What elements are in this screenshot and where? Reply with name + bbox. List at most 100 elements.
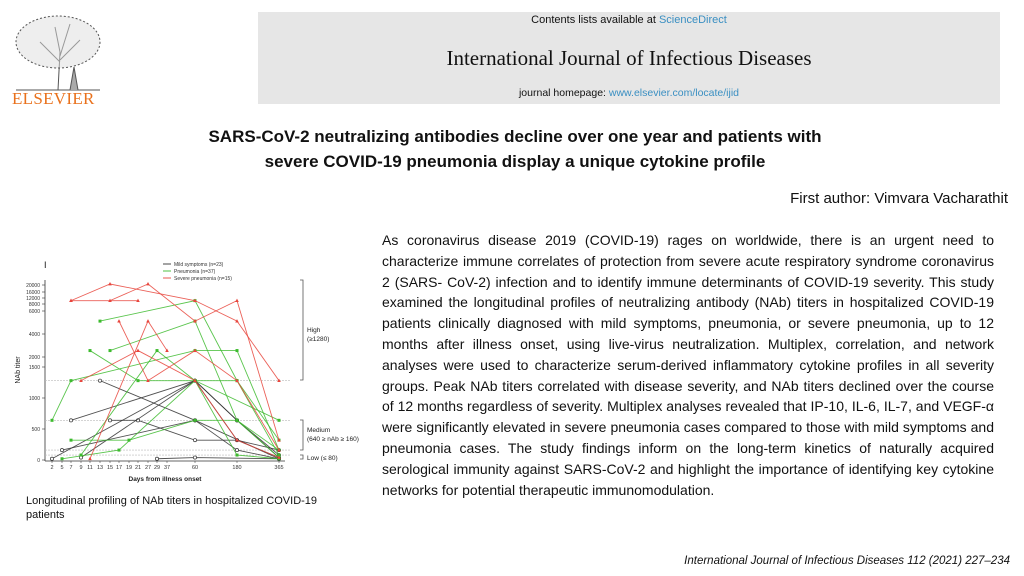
x-tick-label: 19 <box>126 465 132 471</box>
data-point <box>155 349 159 353</box>
x-tick-label: 37 <box>164 465 170 471</box>
contents-prefix: Contents lists available at <box>531 14 659 26</box>
data-point <box>277 448 281 452</box>
data-point <box>235 418 239 422</box>
nab-titer-chart: 0 500 1000 1500 2000 4000 60008000120001600020… <box>15 260 359 483</box>
y-tick-label: 0 <box>37 458 40 464</box>
series-line <box>109 320 280 458</box>
journal-masthead: Contents lists available at ScienceDirec… <box>258 12 1000 104</box>
data-point <box>98 378 102 383</box>
data-point <box>277 455 281 459</box>
y-tick-label: 20000 <box>26 283 40 289</box>
panel-label: I <box>44 260 47 270</box>
x-tick-label: 21 <box>135 465 141 471</box>
series-line <box>80 380 280 458</box>
data-point <box>79 378 83 383</box>
first-author: First author: Vimvara Vacharathit <box>790 190 1008 207</box>
data-point <box>235 438 239 442</box>
x-tick-label: 11 <box>87 465 93 471</box>
series-line <box>70 380 280 458</box>
elsevier-tree-logo <box>10 12 106 106</box>
data-point <box>277 453 281 457</box>
medium-bracket <box>300 419 304 451</box>
band-label-high: High <box>307 327 321 334</box>
series-line <box>89 350 280 421</box>
data-point <box>108 282 112 286</box>
data-point <box>193 348 197 352</box>
y-tick-label: 1500 <box>29 365 40 371</box>
data-point <box>108 349 112 353</box>
figure-caption: Longitudinal profiling of NAb titers in … <box>26 495 318 521</box>
x-tick-label: 365 <box>274 465 283 471</box>
data-point <box>117 319 121 323</box>
data-point <box>117 448 121 452</box>
data-point <box>146 378 150 383</box>
article-title: SARS-CoV-2 neutralizing antibodies decli… <box>120 124 910 174</box>
data-point <box>193 418 197 422</box>
abstract-text: As coronavirus disease 2019 (COVID-19) r… <box>382 232 994 498</box>
series-line <box>61 419 280 460</box>
band-sublabel-medium: (640 ≥ nAb ≥ 160) <box>307 436 359 443</box>
journal-title: International Journal of Infectious Dise… <box>446 46 812 70</box>
data-point <box>69 418 73 423</box>
series-line <box>99 300 280 456</box>
y-tick-label: 4000 <box>29 332 40 338</box>
x-tick-label: 5 <box>60 465 63 471</box>
y-tick-label: 8000 <box>29 302 40 308</box>
x-tick-label: 27 <box>145 465 151 471</box>
y-axis-label: NAb titer <box>15 356 22 384</box>
legend-label: Pneumonia (n=37) <box>174 269 216 275</box>
x-tick-label: 17 <box>116 465 122 471</box>
legend-label: Severe pneumonia (n=15) <box>174 276 232 282</box>
journal-homepage-link[interactable]: www.elsevier.com/locate/ijid <box>608 87 740 99</box>
x-tick-label: 60 <box>192 465 198 471</box>
series-line <box>80 350 280 458</box>
elsevier-wordmark: ELSEVIER <box>12 89 95 108</box>
data-point <box>193 378 197 383</box>
data-point <box>146 319 150 323</box>
data-point <box>235 378 239 383</box>
y-tick-label: 16000 <box>26 290 40 296</box>
data-point <box>193 319 197 323</box>
y-tick-label: 1000 <box>29 396 40 402</box>
data-point <box>88 456 92 461</box>
data-point <box>193 298 197 303</box>
data-point <box>69 379 73 383</box>
data-point <box>127 438 131 442</box>
data-point <box>155 456 159 461</box>
citation: International Journal of Infectious Dise… <box>684 555 1010 567</box>
series-line <box>70 283 280 381</box>
data-point <box>235 349 239 353</box>
x-tick-label: 7 <box>69 465 72 471</box>
x-axis-label: Days from illness onset <box>129 476 203 483</box>
band-label-medium: Medium <box>307 427 330 434</box>
legend-label: Mild symptoms (n=23) <box>174 262 224 268</box>
x-tick-label: 2 <box>50 465 53 471</box>
data-point <box>277 418 281 422</box>
high-bracket <box>300 279 304 381</box>
data-point <box>136 298 140 303</box>
data-point <box>88 349 92 353</box>
data-point <box>60 448 64 453</box>
data-point <box>146 282 150 286</box>
data-point <box>277 438 281 442</box>
x-tick-label: 29 <box>154 465 160 471</box>
data-point <box>50 418 54 422</box>
y-tick-label: 500 <box>32 427 41 433</box>
data-point <box>235 298 239 303</box>
series-line <box>109 283 280 441</box>
data-point <box>69 298 73 303</box>
data-point <box>193 438 197 443</box>
homepage-prefix: journal homepage: <box>518 87 609 99</box>
data-point <box>60 457 64 461</box>
title-line-1: SARS-CoV-2 neutralizing antibodies decli… <box>208 127 822 146</box>
data-point <box>235 453 239 457</box>
y-tick-label: 12000 <box>26 296 40 302</box>
data-point <box>79 453 83 457</box>
data-point <box>136 379 140 383</box>
y-tick-label: 6000 <box>29 309 40 315</box>
low-bracket <box>300 454 304 460</box>
sciencedirect-link[interactable]: ScienceDirect <box>658 14 727 26</box>
data-point <box>108 418 112 423</box>
x-tick-label: 13 <box>97 465 103 471</box>
